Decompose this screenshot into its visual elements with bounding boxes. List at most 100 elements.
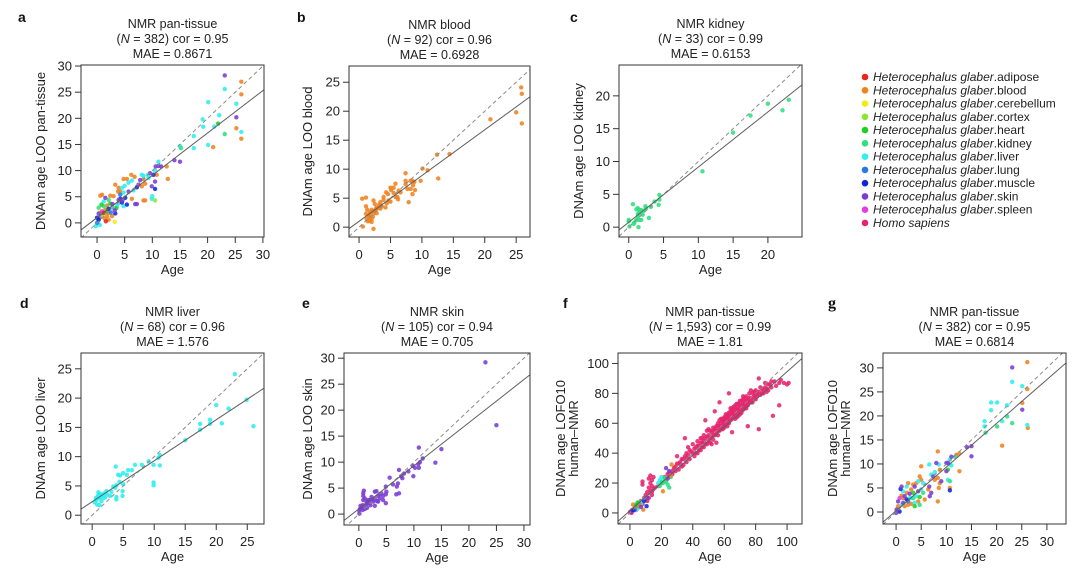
y-tick-label: 20 — [58, 111, 72, 126]
legend-marker-icon — [861, 193, 869, 200]
panel-mae: MAE = 0.705 — [401, 335, 474, 349]
y-axis-label: DNAm age LOO skin — [300, 378, 315, 499]
legend-item-heart: Heterocephalus glaber.heart — [861, 123, 1025, 137]
legend-marker-icon — [861, 153, 869, 160]
data-point — [383, 500, 389, 506]
data-point — [219, 421, 225, 426]
data-point — [197, 421, 203, 427]
data-point — [222, 86, 227, 92]
data-point — [396, 491, 402, 496]
data-point — [222, 131, 227, 137]
data-point — [139, 172, 145, 177]
data-point — [398, 190, 403, 195]
data-point — [152, 186, 158, 192]
data-point — [908, 487, 914, 492]
data-point — [692, 446, 697, 451]
x-axis-label: Age — [428, 262, 451, 277]
legend-marker-icon — [861, 140, 869, 147]
data-point — [212, 124, 217, 129]
data-point — [704, 434, 710, 439]
stats-n-symbol: N — [121, 32, 131, 46]
x-tick-label: 0 — [355, 247, 362, 262]
data-point — [365, 207, 370, 212]
x-axis-label: Age — [699, 262, 722, 277]
data-point — [674, 453, 680, 459]
data-point — [178, 145, 184, 151]
data-point — [912, 504, 917, 509]
legend-tissue: .cortex — [994, 110, 1030, 124]
legend-species: Heterocephalus glaber — [873, 176, 995, 190]
data-point — [363, 204, 369, 209]
panel-mae: MAE = 0.8671 — [133, 47, 213, 61]
data-point — [116, 197, 121, 203]
y-tick-label: 25 — [326, 75, 340, 90]
data-point — [239, 136, 244, 141]
data-point — [153, 164, 158, 169]
x-tick-label: 100 — [776, 534, 798, 549]
x-tick-label: 0 — [625, 247, 632, 262]
data-point — [646, 215, 652, 221]
data-point — [927, 493, 932, 499]
legend-item-cerebellum: Heterocephalus glaber.cerebellum — [861, 97, 1056, 111]
data-point — [761, 391, 766, 396]
legend-tissue: .liver — [994, 150, 1019, 164]
data-point — [239, 129, 244, 135]
series-muscle — [630, 498, 649, 513]
legend-species: Heterocephalus glaber — [873, 203, 995, 217]
x-tick-label: 0 — [892, 534, 899, 549]
panel-stats: (N = 105) cor = 0.94 — [381, 320, 493, 334]
plot-frame — [80, 64, 265, 238]
data-point — [425, 168, 430, 173]
data-point — [116, 185, 121, 191]
legend-tissue: .lung — [994, 163, 1020, 177]
x-tick-label: 15 — [434, 535, 448, 550]
legend-label: Heterocephalus glaber.spleen — [873, 203, 1032, 217]
data-point — [927, 462, 932, 467]
identity-line — [618, 353, 799, 524]
data-point — [393, 181, 398, 186]
y-tick-label: 10 — [58, 449, 72, 464]
y-tick-label: 0 — [65, 508, 72, 523]
plot-area — [883, 353, 1066, 524]
data-point — [917, 494, 922, 500]
data-point — [436, 176, 441, 181]
data-point — [137, 177, 143, 183]
data-point — [730, 130, 736, 135]
data-point — [635, 500, 640, 505]
data-point — [371, 198, 376, 203]
data-point — [96, 211, 101, 216]
data-point — [915, 499, 921, 504]
data-point — [667, 468, 672, 474]
data-point — [222, 73, 227, 78]
data-point — [433, 460, 438, 465]
regression-line — [81, 89, 264, 231]
plot-frame — [617, 352, 803, 525]
y-tick-label: 25 — [58, 85, 72, 100]
x-tick-label: 15 — [178, 534, 192, 549]
data-point — [383, 492, 389, 497]
data-point — [391, 190, 396, 196]
data-point — [1025, 422, 1030, 428]
data-point — [745, 424, 750, 429]
legend-label: Heterocephalus glaber.kidney — [873, 136, 1032, 150]
data-point — [982, 424, 987, 429]
data-point — [982, 419, 987, 424]
identity-line — [346, 353, 530, 525]
data-point — [360, 196, 365, 201]
data-point — [210, 144, 216, 150]
data-point — [769, 379, 774, 384]
legend: Heterocephalus glaber.adiposeHeterocepha… — [861, 70, 1056, 230]
data-point — [717, 400, 722, 405]
stats-values: = 382) cor = 0.95 — [130, 32, 229, 46]
panel-title: NMR kidney — [676, 17, 745, 31]
stats-open: ( — [649, 320, 654, 334]
data-point — [737, 398, 743, 404]
panel-title: NMR pan-tissue — [665, 305, 755, 319]
data-point — [226, 406, 231, 411]
series-skin — [96, 73, 239, 216]
panel-title: NMR skin — [410, 305, 464, 319]
data-point — [770, 413, 776, 418]
x-axis-label: Age — [425, 550, 448, 565]
legend-marker-icon — [861, 113, 869, 121]
